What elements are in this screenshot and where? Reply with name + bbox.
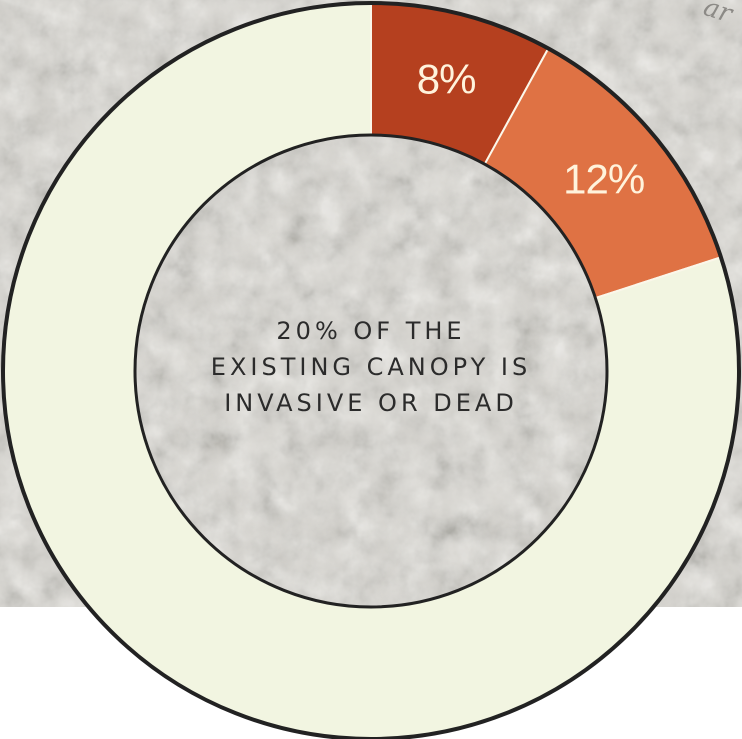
donut-center-hole bbox=[133, 133, 609, 609]
slice-label-1: 8% bbox=[417, 56, 476, 103]
slice-labels: 8% 12% bbox=[417, 56, 645, 203]
slice-label-2: 12% bbox=[563, 156, 644, 203]
center-text-line-2: EXISTING CANOPY IS bbox=[211, 353, 531, 381]
center-caption: 20% OF THE EXISTING CANOPY IS INVASIVE O… bbox=[211, 317, 531, 417]
center-text-line-1: 20% OF THE bbox=[276, 317, 465, 345]
center-text-line-3: INVASIVE OR DEAD bbox=[224, 389, 518, 417]
